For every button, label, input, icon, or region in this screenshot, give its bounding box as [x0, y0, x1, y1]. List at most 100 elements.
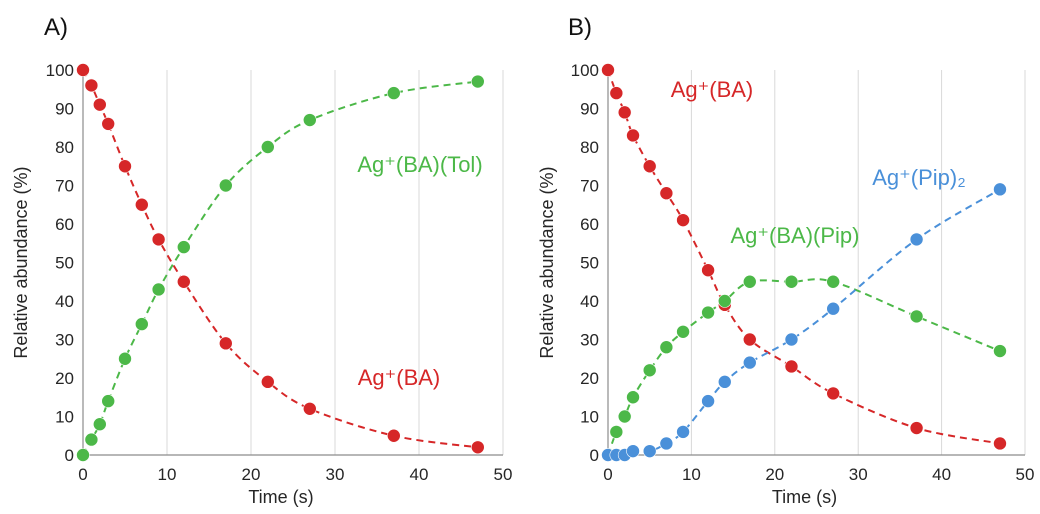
y-tick-label: 80	[55, 138, 74, 157]
data-point	[701, 394, 715, 408]
data-point	[993, 436, 1007, 451]
data-point	[659, 436, 674, 451]
y-axis-label: Relative abundance (%)	[11, 166, 31, 358]
data-point	[642, 363, 657, 378]
x-tick-label: 30	[326, 465, 345, 484]
data-point	[742, 332, 757, 347]
data-point	[151, 282, 166, 297]
series-annotation: Ag⁺(BA)	[671, 77, 754, 102]
x-tick-label: 40	[410, 465, 429, 484]
data-point	[76, 63, 90, 77]
data-point	[742, 355, 757, 370]
data-point	[470, 440, 485, 455]
data-point	[101, 117, 115, 131]
y-tick-label: 50	[580, 254, 599, 273]
data-point	[784, 332, 799, 347]
x-tick-label: 50	[494, 465, 513, 484]
data-point	[826, 301, 840, 316]
y-tick-label: 100	[571, 61, 599, 80]
y-tick-label: 90	[580, 100, 599, 119]
x-tick-label: 10	[682, 465, 701, 484]
series-annotation: Ag⁺(Pip)₂	[872, 165, 966, 190]
series-1	[601, 274, 1007, 462]
data-point	[302, 401, 317, 416]
x-tick-label: 20	[242, 465, 261, 484]
data-point	[826, 274, 840, 289]
data-point	[784, 274, 799, 289]
data-point	[260, 140, 275, 154]
data-point	[93, 417, 107, 432]
data-point	[642, 444, 657, 458]
y-tick-label: 90	[55, 100, 74, 119]
data-point	[676, 213, 690, 227]
data-point	[84, 432, 99, 447]
data-point	[626, 128, 640, 143]
data-point	[826, 386, 840, 401]
data-point	[784, 359, 799, 374]
y-tick-label: 40	[580, 292, 599, 311]
data-point	[118, 159, 132, 174]
data-point	[177, 274, 191, 289]
data-point	[617, 409, 632, 424]
data-point	[470, 74, 485, 89]
data-point	[260, 375, 275, 389]
data-point	[717, 375, 732, 389]
data-point	[993, 182, 1007, 197]
y-tick-label: 0	[65, 446, 74, 465]
y-axis-label: Relative abundance (%)	[537, 166, 557, 358]
y-tick-label: 70	[55, 177, 74, 196]
x-axis-label: Time (s)	[772, 487, 837, 507]
data-point	[386, 86, 401, 100]
data-point	[302, 113, 317, 127]
data-point	[601, 63, 615, 77]
x-tick-label: 20	[765, 465, 784, 484]
data-point	[659, 340, 674, 355]
y-tick-label: 0	[590, 446, 599, 465]
data-point	[617, 105, 632, 120]
data-point	[118, 351, 132, 366]
y-tick-label: 10	[580, 408, 599, 427]
data-point	[701, 263, 715, 278]
data-point	[219, 336, 233, 351]
data-point	[219, 178, 233, 193]
x-tick-label: 40	[932, 465, 951, 484]
y-tick-label: 40	[55, 292, 74, 311]
x-tick-label: 10	[158, 465, 177, 484]
data-point	[177, 240, 191, 254]
series-annotation: Ag⁺(BA)(Tol)	[357, 152, 482, 177]
series-annotation: Ag⁺(BA)(Pip)	[731, 223, 860, 248]
data-point	[135, 317, 149, 331]
data-point	[701, 305, 715, 320]
data-point	[676, 425, 690, 439]
panel-a-chart: A) 0 10 20 30 40 50 0 10 20 30 40 50 60 70 80 90 100 Time …	[11, 14, 512, 507]
data-point	[909, 232, 924, 247]
y-tick-label: 80	[580, 138, 599, 157]
data-point	[76, 448, 90, 462]
data-point	[659, 186, 674, 200]
data-point	[609, 86, 624, 100]
data-point	[609, 425, 624, 439]
data-point	[676, 324, 690, 339]
data-point	[993, 344, 1007, 358]
series-2	[601, 182, 1007, 462]
data-point	[742, 274, 757, 289]
panel-label: A)	[44, 14, 68, 41]
x-axis-label: Time (s)	[248, 487, 313, 507]
x-tick-label: 50	[1016, 465, 1035, 484]
y-tick-label: 30	[55, 331, 74, 350]
data-point	[84, 78, 99, 93]
data-point	[386, 428, 401, 443]
y-tick-label: 20	[55, 369, 74, 388]
data-point	[626, 444, 640, 458]
y-tick-label: 60	[580, 215, 599, 234]
x-tick-label: 30	[849, 465, 868, 484]
series-annotation: Ag⁺(BA)	[358, 365, 441, 390]
y-tick-label: 10	[55, 408, 74, 427]
y-tick-label: 60	[55, 215, 74, 234]
y-tick-label: 50	[55, 254, 74, 273]
data-point	[642, 159, 657, 174]
data-point	[101, 394, 115, 408]
x-tick-label: 0	[603, 465, 612, 484]
data-point	[93, 97, 107, 112]
